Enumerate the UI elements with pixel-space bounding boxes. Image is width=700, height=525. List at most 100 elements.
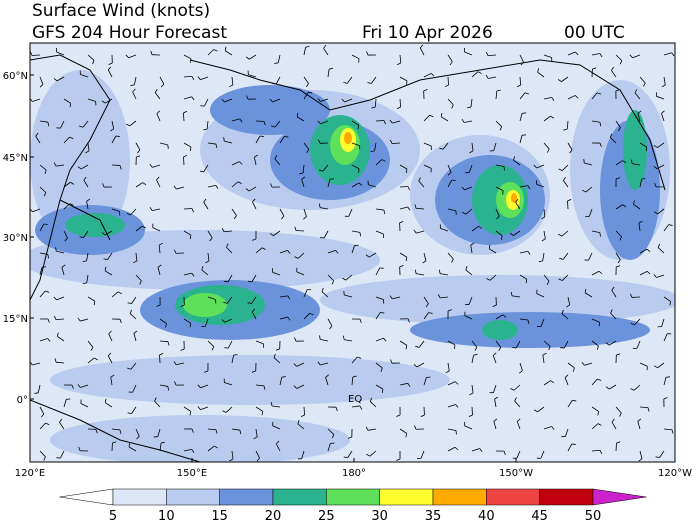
wind-barb [495, 91, 498, 100]
wind-barb [440, 227, 449, 232]
wind-barb [39, 252, 48, 255]
wind-barb-flag [527, 185, 531, 190]
wind-barb-flag [365, 426, 369, 431]
wind-barb [615, 120, 621, 128]
wind-barb-flag [630, 322, 635, 326]
wind-barb-flag [619, 60, 623, 65]
wind-barb-flag [503, 450, 506, 455]
lon-label: 120°E [15, 468, 45, 479]
wind-barb-flag [405, 433, 408, 438]
wind-barb [615, 406, 622, 414]
wind-barb [468, 296, 473, 305]
wind-barb [156, 113, 161, 122]
wind-barb [639, 142, 648, 148]
wind-barb-flag [246, 95, 249, 100]
wind-barb-flag [92, 60, 95, 65]
wind-barb-flag [423, 89, 428, 92]
wind-barb-flag [671, 52, 675, 57]
wind-barb-flag [180, 348, 185, 351]
wind-barb-flag [389, 139, 393, 144]
wind-barb [537, 406, 545, 413]
wind-barb-flag [558, 233, 563, 237]
wind-barb [567, 95, 576, 100]
wind-barb [516, 450, 521, 459]
colorbar-over [592, 488, 647, 506]
wind-barb [615, 204, 623, 210]
colorbar-label: 30 [371, 509, 388, 524]
wind-barb [632, 54, 641, 59]
wind-barb [87, 98, 96, 102]
wind-barb [540, 318, 545, 327]
wind-barb-flag [407, 383, 411, 387]
wind-barb-flag [139, 280, 142, 285]
wind-barb [471, 340, 478, 348]
wind-barb-flag [229, 458, 234, 462]
wind-barb [80, 384, 89, 388]
wind-barb [37, 384, 41, 393]
wind-barb-flag [35, 132, 39, 137]
wind-barb-flag [30, 51, 33, 56]
wind-barb [447, 252, 454, 260]
wind-barb [206, 120, 209, 129]
wind-barb [320, 362, 329, 366]
wind-barb [656, 95, 665, 100]
wind-barb-flag [473, 354, 478, 356]
wind-barb-flag [550, 115, 554, 119]
wind-barb-flag [215, 429, 218, 434]
wind-barb-flag [668, 224, 673, 226]
wind-barb-flag [654, 211, 658, 215]
wind-barb-flag [510, 291, 513, 296]
wind-barb [207, 340, 215, 347]
wind-barb [176, 186, 185, 190]
wind-barb [471, 71, 479, 78]
wind-barb [519, 54, 524, 63]
wind-barb [56, 296, 65, 301]
wind-barb [255, 247, 263, 254]
wind-barb-flag [663, 397, 668, 400]
wind-barb-flag [252, 198, 256, 203]
wind-barb-flag [558, 168, 563, 171]
wind-barb [39, 223, 45, 232]
wind-barb [661, 318, 665, 327]
wind-barb [447, 98, 454, 106]
wind-barb-flag [317, 98, 321, 102]
wind-barb [423, 142, 432, 147]
wind-barb-flag [40, 413, 45, 418]
wind-barb-flag [492, 352, 497, 356]
wind-barb [183, 75, 193, 78]
wind-barb-flag [619, 412, 622, 417]
wind-barb-flag [189, 323, 192, 328]
wind-barb-flag [189, 411, 192, 416]
wind-barb-flag [93, 301, 96, 306]
wind-barb [207, 296, 216, 300]
wind-barb [611, 421, 617, 430]
wind-barb-flag [366, 51, 369, 56]
wind-barb-flag [154, 397, 157, 402]
wind-barb [615, 230, 622, 238]
wind-barb-flag [233, 215, 237, 220]
wind-barb [519, 76, 522, 86]
wind-barb [423, 164, 432, 169]
wind-barb [493, 421, 497, 430]
wind-barb-flag [414, 204, 417, 209]
wind-barb-flag [287, 250, 291, 254]
wind-barb [399, 206, 408, 210]
wind-barb [63, 136, 70, 144]
wind-barb [636, 340, 641, 349]
wind-barb-flag [380, 311, 385, 314]
wind-barb [537, 71, 545, 78]
wind-barb [111, 428, 120, 431]
wind-barb-flag [119, 319, 122, 324]
wind-barb-flag [191, 272, 195, 277]
wind-barb-flag [78, 446, 81, 451]
wind-barb-flag [527, 319, 530, 324]
wind-barb [80, 164, 89, 170]
wind-barb [514, 400, 521, 408]
wind-barb [399, 252, 408, 258]
wind-barb-flag [237, 181, 242, 184]
wind-barb [519, 113, 523, 122]
wind-barb [303, 406, 305, 416]
wind-barb [536, 293, 545, 298]
wind-barb [423, 114, 430, 122]
wind-barb-flag [247, 302, 252, 304]
